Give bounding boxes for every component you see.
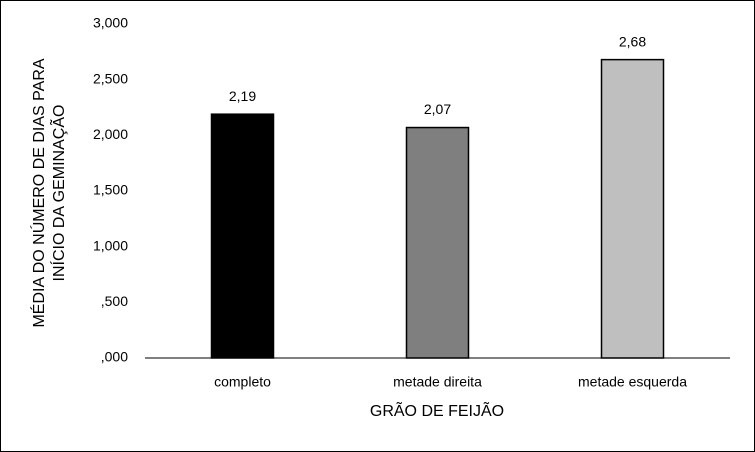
y-tick-label: ,000 bbox=[101, 349, 128, 365]
y-tick-label: 3,000 bbox=[93, 15, 128, 31]
x-tick-label: completo bbox=[214, 374, 271, 390]
y-axis-label-line: INÍCIO DA GEMINAÇÃO bbox=[48, 105, 68, 282]
bar bbox=[600, 58, 665, 359]
data-label: 2,68 bbox=[619, 33, 646, 49]
y-tick-label: 2,500 bbox=[93, 70, 128, 86]
y-tick-label: ,500 bbox=[101, 293, 128, 309]
data-label: 2,07 bbox=[424, 101, 451, 117]
y-tick-label: 2,000 bbox=[93, 126, 128, 142]
y-tick-label: 1,000 bbox=[93, 237, 128, 253]
bar bbox=[210, 113, 275, 359]
data-label: 2,19 bbox=[229, 88, 256, 104]
x-axis-label: GRÃO DE FEIJÃO bbox=[370, 400, 504, 420]
y-axis-label: MÉDIA DO NÚMERO DE DIAS PARA INÍCIO DA G… bbox=[29, 58, 68, 327]
x-tick-label: metade direita bbox=[393, 374, 482, 390]
y-tick-label: 1,500 bbox=[93, 182, 128, 198]
x-tick-label: metade esquerda bbox=[578, 374, 687, 390]
bar bbox=[405, 126, 470, 359]
y-axis-label-line: MÉDIA DO NÚMERO DE DIAS PARA bbox=[29, 58, 48, 327]
